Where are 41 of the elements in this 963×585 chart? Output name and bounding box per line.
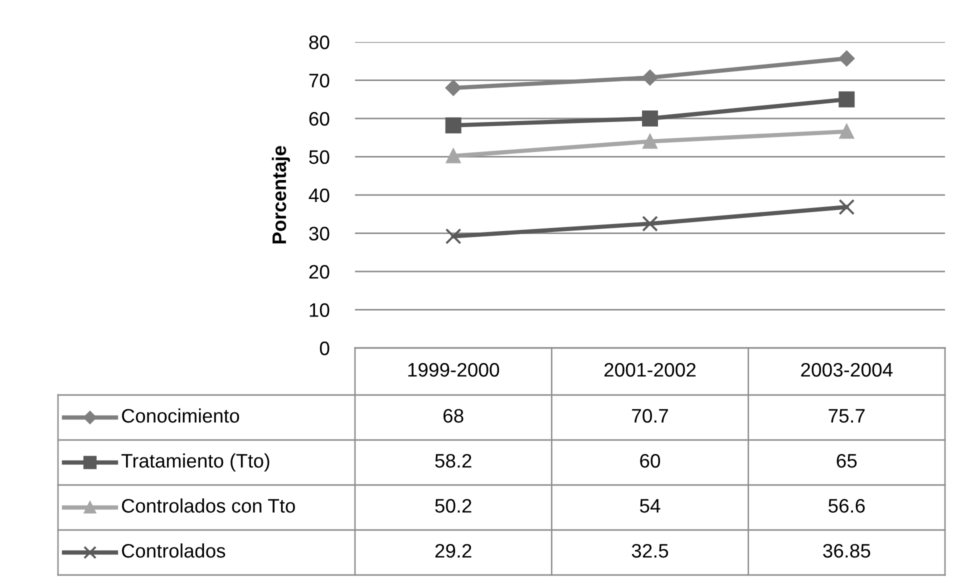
data-label: 50.2	[435, 498, 472, 513]
point	[445, 228, 462, 244]
x-tick-label: 1999-2000	[408, 362, 500, 377]
point	[642, 134, 658, 149]
data-label: 65	[836, 454, 857, 468]
point	[445, 117, 462, 134]
point	[446, 148, 461, 164]
point	[642, 70, 658, 86]
point	[445, 80, 462, 96]
legend-label: Controlados	[122, 543, 226, 558]
data-label: 70.7	[632, 408, 668, 423]
legend-label: Controlados con Tto	[122, 498, 295, 513]
point	[642, 110, 658, 126]
y-axis-title: Porcentaje	[272, 146, 290, 244]
legend-label: Conocimiento	[122, 408, 240, 423]
y-tick-label: 70	[309, 74, 330, 88]
y-tick-label: 0	[320, 341, 330, 356]
point	[838, 91, 855, 108]
data-label: 29.2	[435, 544, 472, 558]
data-label: 60	[640, 454, 660, 468]
data-label: 68	[444, 408, 464, 423]
data-label: 75.7	[828, 409, 865, 423]
point	[838, 199, 855, 216]
y-tick-label: 80	[309, 35, 330, 50]
data-label: 56.6	[828, 498, 865, 513]
y-tick-label: 50	[309, 150, 330, 164]
y-tick-label: 30	[309, 226, 330, 240]
point	[642, 216, 658, 232]
point	[839, 124, 854, 139]
x-tick-label: 2001-2002	[604, 362, 696, 377]
data-label: 58.2	[435, 454, 472, 468]
y-tick-label: 60	[309, 112, 330, 126]
x-tick-label: 2003-2004	[801, 362, 893, 377]
y-tick-label: 10	[310, 303, 330, 317]
point	[838, 50, 855, 66]
data-label: 54	[640, 499, 660, 513]
y-tick-label: 20	[309, 264, 330, 279]
data-label: 36.85	[823, 544, 870, 558]
data-label: 32.5	[632, 544, 668, 558]
legend-label: Tratamiento (Tto)	[121, 453, 270, 472]
y-tick-label: 40	[308, 188, 330, 202]
